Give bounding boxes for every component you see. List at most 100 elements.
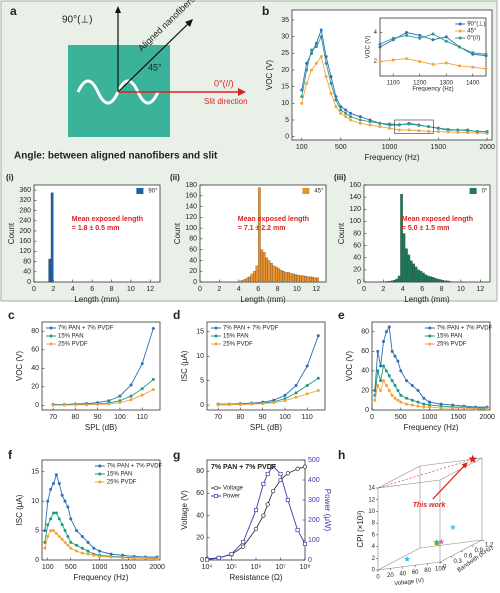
- point: [285, 471, 291, 476]
- y-tick-label: 10: [196, 353, 204, 360]
- x-tick-label: 10⁴: [202, 564, 213, 571]
- bar: [306, 276, 310, 283]
- point: [378, 42, 382, 46]
- point: [446, 127, 450, 131]
- legend-marker: [428, 326, 432, 330]
- arrow-head: [115, 6, 121, 13]
- bar: [407, 254, 411, 283]
- point: [109, 552, 113, 556]
- point: [73, 403, 77, 407]
- point: [410, 384, 414, 388]
- point: [129, 394, 133, 398]
- point: [368, 123, 372, 127]
- x-tick-label: 10⁶: [251, 564, 262, 571]
- point: [390, 349, 394, 353]
- x-tick-label: 2: [51, 286, 55, 293]
- y-tick-label: 60: [353, 242, 361, 249]
- point: [60, 537, 64, 541]
- panel-label: (i): [6, 173, 14, 182]
- legend-label: 25% PVDF: [223, 342, 253, 348]
- legend-label: 15% PAN: [437, 334, 463, 340]
- y-tick-label: 10: [31, 498, 39, 505]
- y-tick-label: 20: [281, 67, 289, 74]
- y-axis-label: VOC (V): [265, 60, 274, 91]
- point: [444, 35, 448, 39]
- annotation: Mean exposed length: [402, 216, 473, 223]
- x-tick-label: 2000: [149, 564, 165, 571]
- legend-label: 25% PVDF: [437, 342, 467, 348]
- x-tick-label: 2: [381, 286, 385, 293]
- vertical-label: 90°(⊥): [62, 15, 93, 26]
- point: [334, 98, 338, 102]
- bar: [448, 281, 452, 283]
- point: [475, 129, 479, 133]
- point: [132, 556, 136, 560]
- point: [384, 384, 388, 388]
- point: [86, 552, 90, 556]
- legend-label: 0°: [482, 189, 488, 195]
- point: [485, 407, 489, 411]
- y-tick-label: 25: [281, 50, 289, 57]
- y-tick-label: 35: [281, 17, 289, 24]
- panel-label: d: [173, 308, 180, 322]
- horizontal-label: 0°(//): [214, 78, 234, 88]
- legend-marker: [214, 342, 218, 346]
- z-tick-label: 0: [372, 568, 376, 574]
- legend-marker: [98, 472, 102, 476]
- point: [250, 402, 254, 406]
- point: [368, 120, 372, 124]
- point: [278, 471, 283, 477]
- box-edge: [377, 479, 441, 489]
- series-line: [53, 389, 154, 406]
- x-tick-label: 12: [476, 286, 484, 293]
- point: [107, 402, 111, 406]
- point: [295, 527, 300, 533]
- bar: [419, 270, 423, 283]
- point: [446, 130, 450, 134]
- point: [66, 543, 70, 547]
- point: [51, 403, 55, 407]
- x-tick-label: 90: [259, 414, 267, 421]
- x-tick-label: 0: [198, 286, 202, 293]
- bar: [439, 279, 442, 283]
- x-tick-label: 2000: [479, 144, 495, 151]
- point: [60, 523, 64, 527]
- point: [422, 402, 426, 406]
- bar: [304, 275, 307, 283]
- z-tick-label: 4: [372, 544, 376, 550]
- annotation-arrow: [432, 462, 468, 500]
- x-axis-label: SPL (dB): [250, 423, 282, 432]
- arrow-head: [238, 88, 246, 96]
- point: [49, 529, 53, 533]
- point: [75, 543, 79, 547]
- y-tick-label: 140: [349, 194, 361, 201]
- point: [387, 388, 391, 392]
- y2-tick-label: 0: [308, 557, 312, 564]
- point: [216, 555, 221, 561]
- legend-marker: [458, 22, 462, 26]
- y-tick-label: 20: [189, 268, 197, 275]
- point: [378, 45, 382, 49]
- point: [54, 511, 58, 515]
- point: [62, 403, 66, 407]
- bar: [397, 275, 401, 283]
- point: [69, 540, 73, 544]
- guide: [377, 458, 473, 489]
- point: [310, 68, 314, 72]
- point: [109, 555, 113, 559]
- y-tick-label: 80: [31, 328, 39, 335]
- y-tick-label: 5: [35, 527, 39, 534]
- z-tick-label: 10: [368, 509, 375, 515]
- point: [376, 349, 380, 353]
- x-tick-label: 12: [146, 286, 154, 293]
- point: [399, 393, 403, 397]
- bar: [395, 278, 399, 283]
- point: [358, 121, 362, 125]
- y-axis-label: VOC (V): [366, 36, 372, 59]
- point: [80, 534, 84, 538]
- y-tick-label: 2: [374, 59, 378, 65]
- series-line: [53, 328, 154, 405]
- y-axis-label: Voltage (V): [180, 490, 189, 530]
- point: [379, 379, 383, 383]
- point: [253, 526, 259, 532]
